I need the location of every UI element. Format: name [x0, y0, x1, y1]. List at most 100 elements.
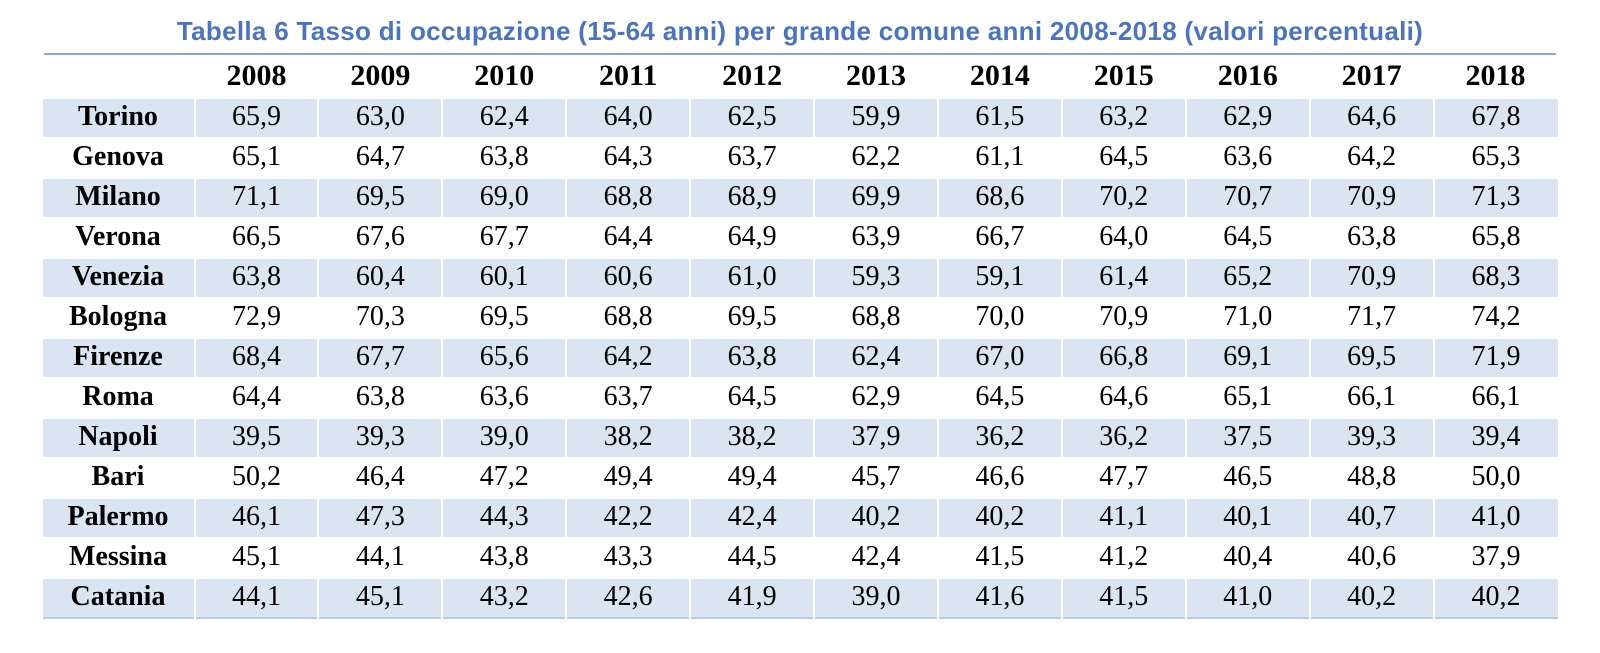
table-row: Genova 65,1 64,7 63,8 64,3 63,7 62,2 61,1 64,5 63… [42, 137, 1558, 179]
value-cell: 44,3 [441, 497, 567, 539]
value-cell: 48,8 [1308, 457, 1434, 499]
value-cell: 59,9 [813, 97, 938, 139]
value-cell: 61,4 [1060, 257, 1186, 299]
value-cell: 60,4 [317, 257, 443, 299]
value-cell: 63,6 [441, 377, 567, 419]
value-cell: 71,1 [193, 177, 319, 219]
value-cell: 40,2 [813, 497, 938, 539]
value-cell: 44,5 [689, 537, 815, 579]
value-cell: 61,1 [936, 137, 1062, 179]
value-cell: 65,3 [1432, 137, 1558, 179]
table-row: Verona 66,5 67,6 67,7 64,4 64,9 63,9 66,7 64,0 64… [42, 217, 1558, 259]
value-cell: 42,4 [813, 537, 938, 579]
city-label: Verona [42, 217, 195, 259]
value-cell: 63,7 [689, 137, 815, 179]
value-cell: 72,9 [193, 297, 319, 339]
value-cell: 69,5 [689, 297, 815, 339]
year-header: 2014 [937, 57, 1062, 98]
value-cell: 45,7 [813, 457, 938, 499]
value-cell: 43,2 [441, 577, 567, 619]
year-header: 2015 [1061, 57, 1186, 98]
year-header: 2016 [1185, 57, 1310, 98]
value-cell: 64,7 [317, 137, 443, 179]
value-cell: 61,5 [936, 97, 1062, 139]
title-underline [44, 53, 1556, 55]
value-cell: 64,6 [1308, 97, 1434, 139]
value-cell: 68,8 [565, 297, 691, 339]
value-cell: 49,4 [689, 457, 815, 499]
value-cell: 62,4 [813, 337, 938, 379]
value-cell: 36,2 [1060, 417, 1186, 459]
value-cell: 69,0 [441, 177, 567, 219]
year-header: 2008 [194, 57, 319, 98]
value-cell: 47,2 [441, 457, 567, 499]
table-row: Messina 45,1 44,1 43,8 43,3 44,5 42,4 41,5 41,2 4… [42, 537, 1558, 579]
year-header: 2010 [442, 57, 567, 98]
value-cell: 65,2 [1184, 257, 1310, 299]
value-cell: 39,3 [1308, 417, 1434, 459]
value-cell: 50,0 [1432, 457, 1558, 499]
value-cell: 63,8 [689, 337, 815, 379]
value-cell: 67,8 [1432, 97, 1558, 139]
value-cell: 38,2 [689, 417, 815, 459]
value-cell: 40,2 [1432, 577, 1558, 619]
value-cell: 42,4 [689, 497, 815, 539]
value-cell: 43,8 [441, 537, 567, 579]
value-cell: 71,0 [1184, 297, 1310, 339]
value-cell: 67,6 [317, 217, 443, 259]
value-cell: 70,2 [1060, 177, 1186, 219]
value-cell: 68,8 [813, 297, 938, 339]
table-row: Torino 65,9 63,0 62,4 64,0 62,5 59,9 61,5 63,2 62… [42, 97, 1558, 139]
value-cell: 40,2 [936, 497, 1062, 539]
value-cell: 69,5 [1308, 337, 1434, 379]
value-cell: 70,9 [1308, 177, 1434, 219]
value-cell: 70,9 [1060, 297, 1186, 339]
value-cell: 47,3 [317, 497, 443, 539]
value-cell: 41,9 [689, 577, 815, 619]
city-label: Torino [42, 97, 195, 139]
value-cell: 41,1 [1060, 497, 1186, 539]
value-cell: 68,6 [936, 177, 1062, 219]
value-cell: 46,4 [317, 457, 443, 499]
value-cell: 61,0 [689, 257, 815, 299]
city-label: Catania [42, 577, 195, 619]
table-row: Napoli 39,5 39,3 39,0 38,2 38,2 37,9 36,2 36,2 37… [42, 417, 1558, 459]
city-label: Messina [42, 537, 195, 579]
value-cell: 41,6 [936, 577, 1062, 619]
value-cell: 69,1 [1184, 337, 1310, 379]
corner-cell [42, 57, 195, 98]
year-header-row: 2008 2009 2010 2011 2012 2013 2014 2015 2016 2017… [42, 57, 1558, 98]
value-cell: 49,4 [565, 457, 691, 499]
value-cell: 41,5 [1060, 577, 1186, 619]
value-cell: 64,6 [1060, 377, 1186, 419]
value-cell: 59,1 [936, 257, 1062, 299]
value-cell: 64,0 [565, 97, 691, 139]
value-cell: 40,4 [1184, 537, 1310, 579]
year-header: 2017 [1309, 57, 1434, 98]
value-cell: 39,3 [317, 417, 443, 459]
value-cell: 63,8 [317, 377, 443, 419]
value-cell: 37,5 [1184, 417, 1310, 459]
value-cell: 64,2 [1308, 137, 1434, 179]
year-header: 2009 [318, 57, 443, 98]
value-cell: 64,3 [565, 137, 691, 179]
value-cell: 66,1 [1308, 377, 1434, 419]
value-cell: 62,2 [813, 137, 938, 179]
value-cell: 45,1 [317, 577, 443, 619]
value-cell: 40,7 [1308, 497, 1434, 539]
value-cell: 60,1 [441, 257, 567, 299]
value-cell: 39,5 [193, 417, 319, 459]
table-row: Catania 44,1 45,1 43,2 42,6 41,9 39,0 41,6 41,5 4… [42, 577, 1558, 619]
value-cell: 42,2 [565, 497, 691, 539]
city-label: Milano [42, 177, 195, 219]
table-row: Roma 64,4 63,8 63,6 63,7 64,5 62,9 64,5 64,6 65,1… [42, 377, 1558, 419]
value-cell: 71,7 [1308, 297, 1434, 339]
value-cell: 63,2 [1060, 97, 1186, 139]
value-cell: 46,5 [1184, 457, 1310, 499]
value-cell: 63,9 [813, 217, 938, 259]
value-cell: 70,3 [317, 297, 443, 339]
value-cell: 62,9 [813, 377, 938, 419]
value-cell: 46,1 [193, 497, 319, 539]
value-cell: 68,4 [193, 337, 319, 379]
